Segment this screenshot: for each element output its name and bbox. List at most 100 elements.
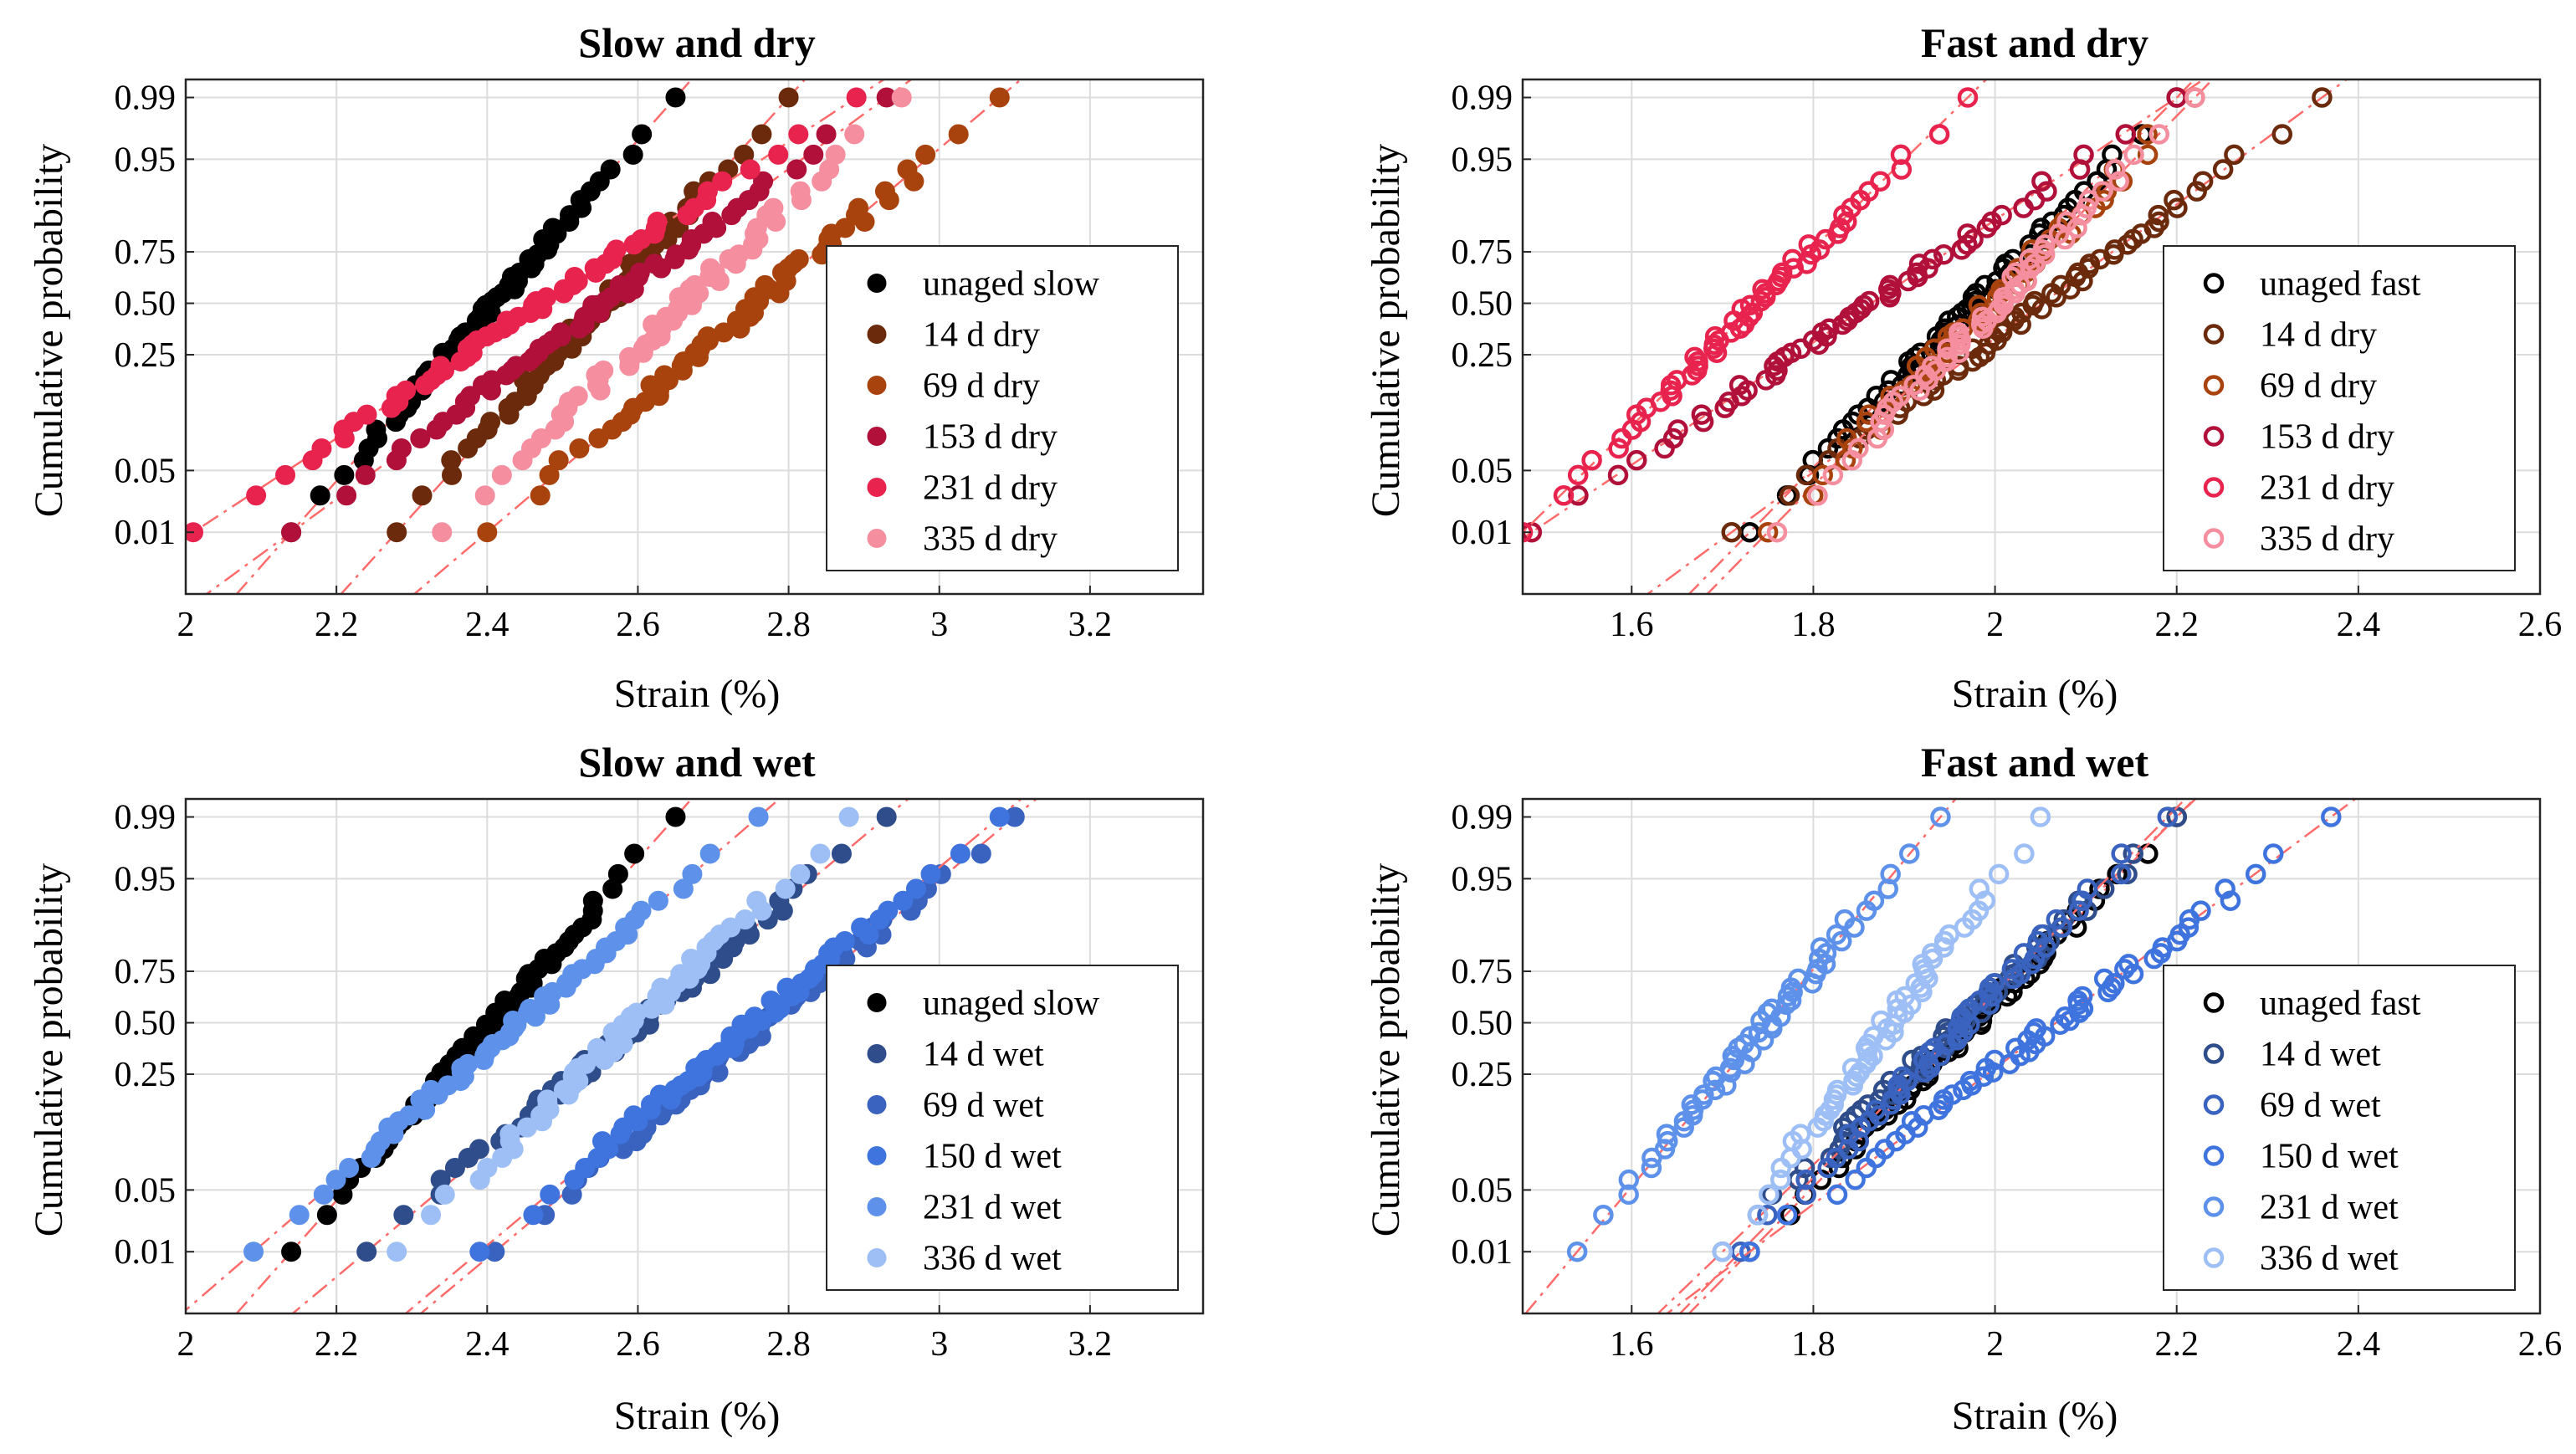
data-point bbox=[763, 197, 784, 218]
data-point bbox=[970, 843, 991, 864]
data-point bbox=[1897, 1070, 1918, 1092]
legend-marker bbox=[867, 376, 887, 395]
x-tick-label: 2.8 bbox=[766, 606, 811, 644]
data-point bbox=[778, 87, 799, 108]
data-point bbox=[1979, 977, 2000, 998]
data-point bbox=[393, 1205, 414, 1226]
data-point bbox=[2035, 234, 2056, 255]
data-point bbox=[480, 412, 501, 433]
legend-label: unaged fast bbox=[2260, 265, 2421, 304]
data-point bbox=[430, 356, 451, 376]
data-point bbox=[665, 87, 686, 108]
x-tick-label: 1.8 bbox=[1791, 606, 1836, 644]
data-point bbox=[1626, 449, 1647, 471]
data-point bbox=[1567, 464, 1589, 486]
data-point bbox=[1928, 124, 1950, 145]
y-tick-label: 0.50 bbox=[1452, 1005, 1513, 1043]
data-point bbox=[1937, 346, 1958, 368]
data-point bbox=[623, 1105, 644, 1126]
data-point bbox=[592, 1131, 612, 1152]
legend-label: 14 d dry bbox=[923, 316, 1040, 355]
data-point bbox=[788, 124, 809, 145]
data-point bbox=[1721, 521, 1742, 543]
x-tick-label: 2.2 bbox=[2154, 606, 2199, 644]
axes-frame bbox=[1521, 797, 2542, 1315]
legend-marker bbox=[867, 1095, 887, 1114]
fit-line bbox=[1656, 799, 2198, 1313]
data-point bbox=[1957, 87, 1979, 108]
legend-marker bbox=[2203, 992, 2225, 1013]
fit-line bbox=[235, 799, 694, 1313]
data-point bbox=[1780, 990, 1802, 1011]
data-point bbox=[1608, 438, 1629, 459]
x-tick-label: 2.6 bbox=[2518, 1325, 2563, 1364]
data-point bbox=[1771, 262, 1793, 284]
y-tick-label: 0.01 bbox=[1452, 514, 1513, 552]
data-point bbox=[831, 843, 852, 864]
legend-label: 150 d wet bbox=[2260, 1138, 2399, 1176]
data-point bbox=[1973, 1066, 1995, 1088]
data-point bbox=[2092, 181, 2113, 202]
data-point bbox=[355, 464, 376, 485]
legend-label: 69 d wet bbox=[2260, 1087, 2381, 1125]
y-tick-label: 0.50 bbox=[1452, 285, 1513, 324]
data-point bbox=[491, 464, 512, 485]
data-point bbox=[606, 239, 627, 260]
data-point bbox=[1728, 375, 1750, 396]
data-point bbox=[281, 1242, 302, 1262]
data-point bbox=[2137, 124, 2158, 145]
data-point bbox=[1988, 863, 2010, 885]
data-point bbox=[844, 124, 865, 145]
legend-label: unaged slow bbox=[923, 985, 1100, 1023]
data-point bbox=[1759, 1184, 1780, 1206]
data-point bbox=[1822, 464, 1844, 486]
x-tick-label: 2.2 bbox=[315, 606, 359, 644]
data-point bbox=[607, 863, 628, 884]
data-point bbox=[387, 1242, 407, 1262]
data-point bbox=[1656, 1124, 1677, 1144]
data-point bbox=[2123, 144, 2144, 166]
y-tick-label: 0.75 bbox=[1452, 953, 1513, 991]
legend-label: unaged fast bbox=[2260, 985, 2421, 1023]
data-point bbox=[1955, 1002, 1976, 1023]
data-point bbox=[311, 438, 332, 459]
data-point bbox=[499, 1124, 520, 1144]
data-point bbox=[746, 890, 767, 911]
x-axis-label: Strain (%) bbox=[1952, 672, 2118, 716]
x-tick-label: 3.2 bbox=[1068, 606, 1113, 644]
data-point bbox=[2186, 181, 2207, 202]
legend-label: 69 d dry bbox=[2260, 367, 2377, 406]
legend-marker bbox=[867, 427, 887, 446]
data-point bbox=[2118, 954, 2139, 975]
data-point bbox=[665, 806, 686, 827]
y-tick-label: 0.25 bbox=[115, 336, 177, 375]
legend-label: 153 d dry bbox=[2260, 418, 2394, 457]
data-point bbox=[1906, 262, 1928, 284]
data-point bbox=[647, 212, 668, 233]
data-point bbox=[2013, 943, 2035, 964]
y-tick-label: 0.95 bbox=[1452, 141, 1513, 179]
legend-box bbox=[826, 965, 1179, 1291]
data-point bbox=[753, 171, 774, 192]
data-point bbox=[1779, 485, 1800, 506]
x-tick-label: 2.6 bbox=[616, 1325, 660, 1364]
x-axis-label: Strain (%) bbox=[1952, 1394, 2118, 1438]
data-point bbox=[846, 87, 867, 108]
data-point bbox=[874, 181, 895, 202]
data-point bbox=[1747, 1205, 1769, 1226]
data-point bbox=[816, 124, 837, 145]
y-tick-label: 0.75 bbox=[115, 953, 177, 991]
x-tick-label: 3 bbox=[930, 1325, 948, 1364]
data-point bbox=[648, 890, 668, 911]
data-point bbox=[334, 464, 355, 485]
data-point bbox=[586, 1037, 607, 1058]
legend-marker bbox=[2203, 324, 2225, 345]
data-point bbox=[629, 262, 650, 283]
data-point bbox=[1787, 968, 1809, 990]
legend-label: 153 d dry bbox=[923, 418, 1058, 457]
data-point bbox=[1712, 1241, 1734, 1262]
data-point bbox=[477, 1158, 498, 1179]
data-point bbox=[243, 1242, 264, 1262]
data-point bbox=[316, 1205, 337, 1226]
data-point bbox=[421, 1205, 442, 1226]
